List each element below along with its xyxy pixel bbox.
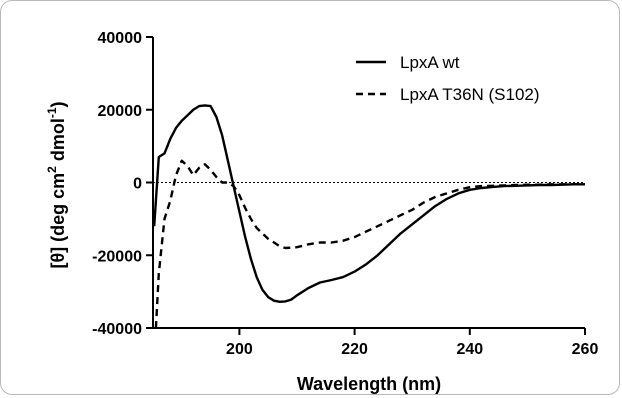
x-tick-label: 240 [456, 341, 483, 358]
legend-label: LpxA wt [400, 53, 460, 72]
tick-layer: -40000 -20000 0 20000 40000 200 220 240 260 [92, 30, 598, 358]
y-tick-label: 20000 [98, 103, 143, 120]
x-axis-title: Wavelength (nm) [297, 374, 441, 394]
y-axis-title: [θ] (deg cm2 dmol-1) [45, 101, 68, 268]
y-tick-label: -40000 [92, 321, 142, 338]
y-tick-label: -20000 [92, 248, 142, 265]
legend: LpxA wt LpxA T36N (S102) [356, 53, 540, 104]
series-layer [153, 104, 585, 329]
y-tick-label: 0 [133, 176, 142, 193]
y-tick-label: 40000 [98, 30, 143, 47]
series-line-dashed [154, 159, 585, 329]
x-tick-label: 220 [341, 341, 368, 358]
legend-label: LpxA T36N (S102) [400, 85, 540, 104]
x-tick-label: 260 [572, 341, 599, 358]
series-line-solid [153, 104, 585, 303]
x-tick-label: 200 [226, 341, 253, 358]
